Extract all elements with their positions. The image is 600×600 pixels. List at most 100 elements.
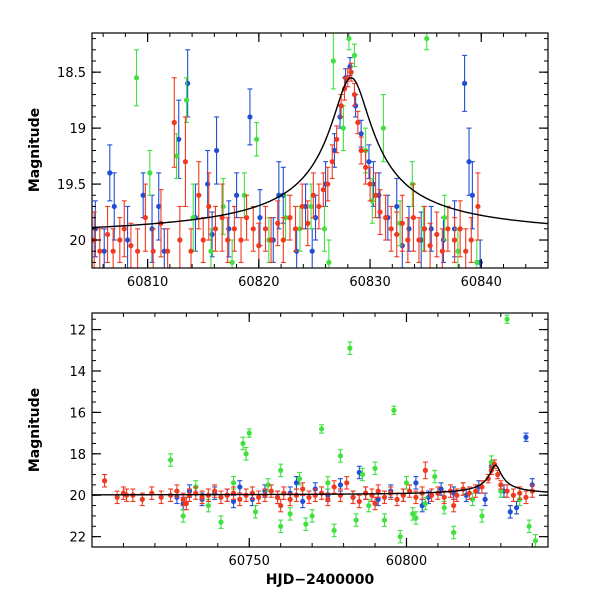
bottom-blue-point (482, 492, 488, 507)
top-x-tick-label: 60840 (461, 275, 502, 290)
top-red-point (325, 166, 331, 202)
bottom-red-point (523, 490, 529, 505)
bottom-green-point (397, 529, 403, 544)
bottom-green-point (278, 519, 284, 534)
top-red-point (410, 183, 417, 252)
bottom-green-point (218, 515, 224, 529)
bottom-red-point (466, 486, 472, 500)
top-red-point (206, 172, 212, 241)
top-red-point (275, 200, 281, 247)
bottom-green-point (451, 525, 457, 540)
top-green-point (147, 149, 153, 196)
bottom-blue-point (513, 500, 520, 515)
top-red-point (200, 217, 206, 263)
bottom-red-point (183, 496, 189, 511)
top-red-point (377, 189, 383, 235)
top-red-point (171, 77, 177, 168)
bottom-green-point (252, 505, 259, 519)
bottom-red-point (510, 488, 517, 502)
top-blue-point (107, 144, 113, 202)
bottom-red-point (375, 484, 381, 498)
bottom-red-point (278, 498, 284, 513)
bottom-red-point (400, 488, 406, 502)
top-green-point (254, 121, 260, 157)
top-blue-point (226, 200, 232, 258)
bottom-panel: 60750 60800 12 14 16 18 20 22 Magnitude HJD−240… (27, 312, 549, 588)
bottom-red-point (422, 461, 428, 480)
top-red-point (165, 228, 171, 268)
top-red-point (434, 211, 440, 258)
bottom-blue-point (507, 505, 513, 519)
bottom-green-point (432, 469, 438, 484)
top-blue-point (406, 205, 412, 252)
bottom-red-point (407, 484, 413, 498)
top-red-point (177, 205, 183, 268)
bottom-red-point (312, 488, 318, 502)
top-red-point (196, 161, 202, 230)
top-red-point (219, 183, 225, 252)
top-red-point (280, 217, 286, 263)
bottom-green-point (309, 509, 315, 523)
bottom-red-point (218, 490, 224, 505)
bottom-red-point (158, 490, 164, 505)
top-red-point (329, 144, 335, 180)
top-blue-point (101, 228, 107, 268)
bottom-red-point (372, 496, 378, 511)
bottom-red-point (344, 476, 350, 490)
top-x-tick-label: 60810 (127, 275, 168, 290)
top-blue-point (247, 88, 253, 146)
bottom-green-point (366, 498, 372, 513)
top-data-points (92, 33, 483, 268)
top-red-point (405, 217, 411, 263)
top-blue-point (466, 127, 472, 196)
top-red-point (305, 200, 311, 247)
bottom-red-point (199, 490, 205, 505)
top-green-point (441, 194, 448, 241)
top-red-point (268, 217, 274, 263)
top-red-point (121, 200, 127, 258)
bottom-red-point (293, 488, 300, 502)
top-red-point (320, 172, 326, 208)
bottom-green-point (240, 436, 246, 451)
bottom-red-point (498, 480, 504, 490)
top-red-point (262, 205, 269, 252)
bottom-green-point (381, 513, 388, 527)
top-y-axis-title: Magnitude (27, 108, 43, 192)
bottom-red-point (114, 490, 120, 505)
top-red-point (358, 136, 364, 165)
top-axis-ticks: 60810 60820 60830 60840 18.5 19 19.5 20 (57, 33, 549, 290)
bottom-red-point (325, 492, 331, 507)
bottom-green-point (303, 517, 309, 531)
bottom-green-point (246, 428, 252, 438)
top-red-point (463, 228, 469, 268)
top-red-point (292, 205, 299, 252)
top-red-point (363, 149, 369, 185)
bottom-red-point (256, 490, 262, 505)
top-red-point (468, 217, 474, 263)
top-model-curve (91, 77, 549, 229)
bottom-x-tick-label: 60800 (386, 554, 427, 569)
bottom-y-tick-label: 16 (69, 406, 86, 421)
top-blue-point (156, 172, 162, 241)
top-red-point (451, 217, 458, 263)
top-red-point (128, 222, 134, 268)
bottom-axis-ticks: 60750 60800 12 14 16 18 20 22 (69, 313, 548, 569)
top-blue-point (366, 144, 372, 180)
bottom-green-point (403, 476, 410, 490)
bottom-x-tick-label: 60750 (229, 554, 270, 569)
top-blue-point (124, 205, 131, 268)
top-red-point (188, 228, 194, 268)
top-red-point (383, 194, 389, 241)
bottom-blue-point (300, 494, 306, 509)
bottom-green-point (331, 523, 337, 538)
bottom-model-curve (92, 464, 549, 496)
top-blue-point (213, 116, 220, 185)
bottom-plot-frame (91, 312, 549, 548)
bottom-green-point (243, 447, 249, 461)
bottom-red-point (318, 486, 325, 500)
bottom-red-point (363, 486, 369, 500)
bottom-green-point (278, 463, 284, 478)
top-red-point (351, 82, 358, 107)
top-red-point (135, 228, 141, 268)
